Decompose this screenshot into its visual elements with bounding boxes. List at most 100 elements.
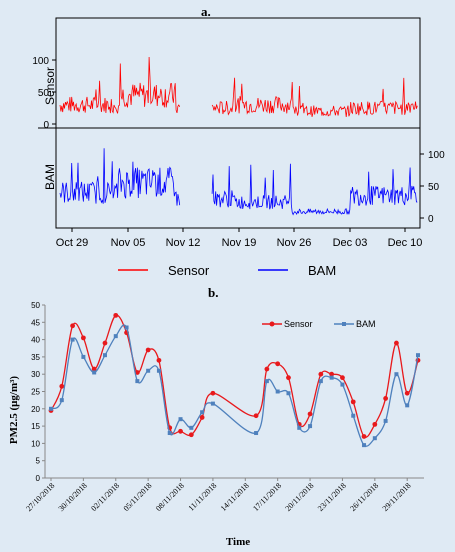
x-tick-label-a: Dec 10 bbox=[388, 237, 423, 249]
panel-b-y-axis-label: PM2.5 (μg/m³) bbox=[8, 376, 20, 445]
bam-point-b bbox=[49, 406, 53, 411]
bam-point-b bbox=[167, 431, 172, 436]
x-tick-label-b: 11/11/2018 bbox=[187, 481, 219, 513]
strip-label-bam: BAM bbox=[43, 164, 57, 190]
sensor-point-b bbox=[286, 375, 291, 381]
y-tick-label-b: 40 bbox=[31, 336, 40, 345]
panel-a-frame bbox=[55, 17, 421, 229]
sensor-point-b bbox=[329, 371, 335, 377]
legend-b-sensor-label: Sensor bbox=[284, 319, 313, 329]
bam-point-b bbox=[383, 418, 388, 423]
panel-b-x-axis-label: Time bbox=[226, 536, 250, 548]
bam-point-b bbox=[124, 325, 129, 330]
bam-point-b bbox=[340, 382, 345, 387]
sensor-point-b bbox=[350, 399, 356, 405]
y-tick-label-b: 25 bbox=[31, 388, 40, 397]
sensor-point-b bbox=[264, 366, 270, 372]
sensor-point-b bbox=[59, 383, 65, 389]
y-tick-label-b: 5 bbox=[36, 457, 41, 466]
bam-point-b bbox=[297, 425, 302, 430]
x-tick-label-a: Nov 19 bbox=[222, 237, 257, 249]
x-tick-label-b: 29/11/2018 bbox=[381, 481, 413, 513]
x-tick-label-b: 27/10/2018 bbox=[24, 481, 56, 513]
x-tick-label-a: Nov 26 bbox=[277, 237, 312, 249]
sensor-point-b bbox=[340, 375, 345, 381]
bam-point-b bbox=[146, 368, 151, 373]
x-tick-label-a: Oct 29 bbox=[56, 237, 88, 249]
y-tick-label-b: 50 bbox=[31, 301, 40, 310]
y-tick-label-b: 35 bbox=[31, 353, 40, 362]
sensor-point-b bbox=[102, 340, 108, 346]
bam-point-b bbox=[135, 379, 140, 384]
bam-point-b bbox=[156, 368, 161, 373]
sensor-point-b bbox=[199, 415, 205, 420]
panel-a-y-ticks: 100 50 0 100 50 0 bbox=[32, 56, 445, 225]
x-tick-label-b: 14/11/2018 bbox=[219, 481, 251, 513]
y-tick-label-b: 30 bbox=[31, 370, 40, 379]
sensor-point-b bbox=[178, 428, 183, 434]
bam-point-b bbox=[92, 370, 97, 375]
sensor-point-b bbox=[275, 361, 281, 367]
sensor-line-b bbox=[50, 314, 419, 438]
bam-point-b bbox=[264, 379, 269, 384]
x-tick-label-b: 20/11/2018 bbox=[284, 481, 316, 513]
sensor-point-b bbox=[253, 413, 259, 419]
bam-point-b bbox=[286, 391, 291, 396]
sensor-point-b bbox=[383, 396, 389, 401]
sensor-point-b bbox=[210, 390, 216, 396]
sensor-line-a bbox=[59, 56, 418, 117]
panel-a-x-ticks: Oct 29 Nov 05 Nov 12 Nov 19 Nov 26 Dec 03 Dec … bbox=[56, 228, 423, 249]
x-tick-label-b: 08/11/2018 bbox=[154, 481, 186, 513]
panel-a-label: a. bbox=[201, 4, 211, 19]
bam-point-b bbox=[200, 410, 205, 415]
x-tick-label-a: Dec 03 bbox=[333, 237, 368, 249]
bam-point-b bbox=[113, 334, 118, 339]
x-tick-label-a: Nov 12 bbox=[166, 237, 201, 249]
y-tick-label-b: 20 bbox=[31, 405, 40, 414]
sensor-point-b bbox=[318, 371, 324, 377]
bam-point-b bbox=[318, 379, 323, 384]
bam-line-a bbox=[59, 148, 418, 216]
panel-b-axes: 0 5 10 15 20 25 30 35 40 45 50 27/10/2018 30/10/2018… bbox=[24, 301, 424, 513]
tick-label-bam-100: 100 bbox=[428, 150, 445, 161]
tick-label-sensor-50: 50 bbox=[38, 88, 50, 99]
y-tick-label-b: 45 bbox=[31, 318, 40, 327]
x-tick-label-b: 17/11/2018 bbox=[251, 481, 283, 513]
y-tick-label-b: 10 bbox=[31, 439, 40, 448]
bam-point-b bbox=[254, 431, 259, 436]
bam-point-b bbox=[81, 354, 86, 359]
tick-label-sensor-0: 0 bbox=[43, 120, 49, 131]
bam-point-b bbox=[394, 372, 399, 377]
sensor-point-b bbox=[394, 340, 399, 346]
x-tick-label-b: 26/11/2018 bbox=[348, 481, 380, 513]
x-tick-label-b: 05/11/2018 bbox=[122, 481, 154, 513]
sensor-point-b bbox=[70, 323, 75, 329]
bam-point-b bbox=[70, 337, 75, 342]
legend-a-sensor-label: Sensor bbox=[168, 263, 210, 278]
bam-point-b bbox=[59, 398, 64, 403]
y-tick-label-b: 15 bbox=[31, 422, 40, 431]
bam-point-b bbox=[102, 353, 107, 358]
legend-b-sensor-marker bbox=[269, 321, 275, 327]
panel-b-label: b. bbox=[208, 285, 218, 300]
sensor-point-b bbox=[145, 347, 151, 353]
sensor-point-b bbox=[361, 434, 367, 439]
x-tick-label-b: 30/10/2018 bbox=[57, 481, 89, 513]
y-tick-label-b: 0 bbox=[36, 474, 41, 483]
bam-point-b bbox=[351, 413, 356, 418]
sensor-point-b bbox=[134, 370, 140, 375]
bam-point-b bbox=[178, 417, 183, 422]
strip-label-sensor: Sensor bbox=[43, 67, 57, 105]
sensor-point-b bbox=[372, 421, 378, 427]
bam-point-b bbox=[362, 443, 367, 448]
sensor-point-b bbox=[156, 357, 162, 363]
x-tick-label-a: Nov 05 bbox=[111, 237, 146, 249]
sensor-point-b bbox=[188, 432, 194, 438]
bam-point-b bbox=[210, 401, 215, 406]
bam-point-b bbox=[372, 436, 377, 441]
sensor-point-b bbox=[113, 312, 119, 318]
tick-label-bam-0: 0 bbox=[428, 214, 434, 225]
sensor-point-b bbox=[404, 390, 410, 396]
sensor-point-b bbox=[91, 366, 97, 372]
bam-point-b bbox=[416, 353, 420, 358]
